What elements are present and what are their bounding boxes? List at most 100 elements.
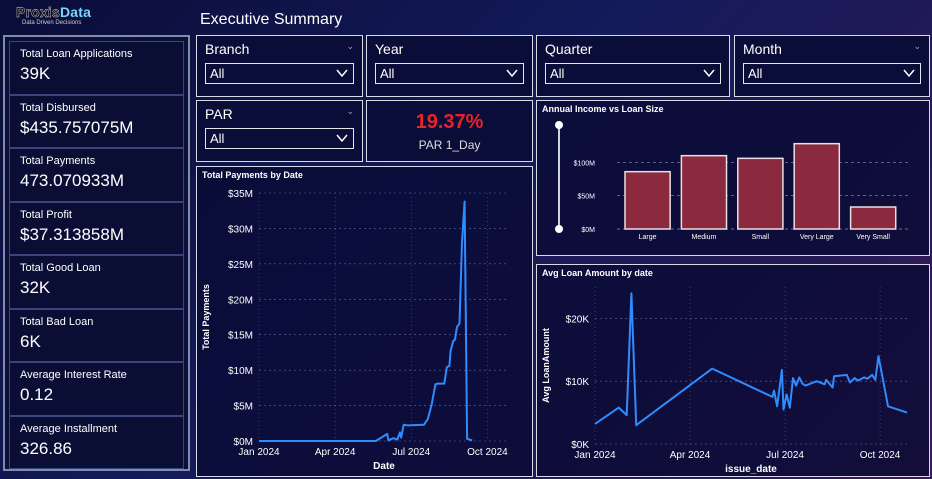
bar[interactable] <box>793 142 841 230</box>
year-slicer: Year All <box>366 35 533 97</box>
chevron-down-icon[interactable]: ⌄ <box>346 41 354 51</box>
x-axis-label: issue_date <box>725 464 777 475</box>
dropdown-value: All <box>748 66 763 81</box>
y-tick-label: $10M <box>228 366 253 377</box>
logo-text-primary: Proxis <box>16 4 60 20</box>
dropdown-value: All <box>550 66 565 81</box>
slicer-title: Month <box>743 41 782 57</box>
month-dropdown[interactable]: All <box>743 63 921 84</box>
income-vs-loan-chart: Annual Income vs Loan Size $0M $50M $100M L… <box>536 100 930 256</box>
bar[interactable] <box>737 157 784 230</box>
x-tick-label: Oct 2024 <box>467 447 508 458</box>
bar[interactable] <box>680 154 728 230</box>
kpi-label: Total Payments <box>20 155 96 167</box>
total-payments-chart: Total Payments by Date $0M $5M $10M $15M $20… <box>196 166 533 477</box>
par-slicer: PAR ⌄ All <box>196 100 363 162</box>
x-tick-label: Very Large <box>800 234 834 241</box>
kpi-total-disbursed: Total Disbursed $435.757075M <box>9 94 184 148</box>
range-slider-handle[interactable] <box>555 225 563 233</box>
x-tick-label: Small <box>752 234 770 241</box>
kpi-label: Total Good Loan <box>20 262 101 274</box>
kpi-total-payments: Total Payments 473.070933M <box>9 148 184 202</box>
series-line[interactable] <box>594 292 908 427</box>
kpi-value: $435.757075M <box>20 117 134 137</box>
kpi-label: Total Loan Applications <box>20 48 133 60</box>
chart-title: Total Payments by Date <box>202 170 303 180</box>
branch-slicer: Branch ⌄ All <box>196 35 363 97</box>
y-tick-label: $0K <box>571 440 589 451</box>
y-tick-label: $5M <box>234 402 253 413</box>
kpi-label: Total Disbursed <box>20 101 96 114</box>
y-tick-label: $0M <box>581 227 595 234</box>
kpi-value: 39K <box>20 64 51 83</box>
month-slicer: Month ⌄ All <box>734 35 930 97</box>
kpi-label: Total Bad Loan <box>20 315 94 328</box>
chevron-down-icon <box>903 69 915 78</box>
kpi-total-good-loan: Total Good Loan 32K <box>9 255 184 309</box>
kpi-total-profit: Total Profit $37.313858M <box>9 201 184 255</box>
slicer-title: Year <box>375 41 404 57</box>
x-tick-label: Jan 2024 <box>238 447 280 458</box>
x-axis-label: Date <box>373 461 395 472</box>
brand-logo: ProxisData Data Driven Decisions <box>16 4 176 34</box>
dropdown-value: All <box>210 66 225 81</box>
kpi-label: Total Profit <box>20 208 72 221</box>
kpi-value: 0.12 <box>20 385 54 404</box>
range-slider-handle[interactable] <box>555 121 563 129</box>
x-tick-label: Apr 2024 <box>670 450 711 461</box>
x-tick-label: Jan 2024 <box>574 450 616 461</box>
slicer-title: Branch <box>205 41 250 57</box>
kpi-label: Average Interest Rate <box>20 369 127 381</box>
year-dropdown[interactable]: All <box>375 63 524 84</box>
x-tick-label: Jul 2024 <box>766 450 804 461</box>
avg-loan-svg[interactable]: $0K $10K $20K Jan 2024 Apr 2024 Jul 2024 Oct 2… <box>537 265 930 477</box>
slicer-title: PAR <box>205 106 233 122</box>
bar[interactable] <box>624 170 671 230</box>
kpi-value: 32K <box>20 278 51 297</box>
kpi-label: Average Installment <box>20 422 118 435</box>
income-vs-loan-svg[interactable]: $0M $50M $100M Large Medium Small Very Large Ve… <box>537 101 930 256</box>
x-tick-label: Medium <box>692 234 717 241</box>
chevron-down-icon <box>703 69 715 78</box>
kpi-total-loan-applications: Total Loan Applications 39K <box>9 41 184 95</box>
chevron-down-icon[interactable]: ⌄ <box>913 41 921 51</box>
y-tick-label: $35M <box>228 189 253 200</box>
y-tick-label: $15M <box>228 331 253 342</box>
par-label: PAR 1_Day <box>418 138 481 152</box>
y-tick-label: $0M <box>234 437 253 448</box>
y-tick-label: $20K <box>566 314 590 325</box>
x-tick-label: Jul 2024 <box>392 447 430 458</box>
quarter-dropdown[interactable]: All <box>545 63 721 84</box>
slicer-title: Quarter <box>545 41 593 57</box>
chevron-down-icon[interactable]: ⌄ <box>346 106 354 116</box>
chevron-down-icon <box>336 69 348 78</box>
kpi-panel: Total Loan Applications 39K Total Disbur… <box>3 35 190 471</box>
par-dropdown[interactable]: All <box>205 128 354 149</box>
kpi-value: 326.86 <box>20 438 72 458</box>
chevron-down-icon <box>336 134 348 143</box>
y-tick-label: $20M <box>228 295 253 306</box>
kpi-average-interest-rate: Average Interest Rate 0.12 <box>9 362 184 416</box>
avg-loan-chart: Avg Loan Amount by date $0K $10K $20K Jan 2… <box>536 264 930 477</box>
logo-tagline: Data Driven Decisions <box>22 20 82 26</box>
page-title: Executive Summary <box>200 11 343 28</box>
x-tick-label: Large <box>639 234 657 241</box>
x-tick-label: Apr 2024 <box>315 447 356 458</box>
kpi-value: $37.313858M <box>20 224 124 244</box>
y-tick-label: $30M <box>228 224 253 235</box>
y-tick-label: $50M <box>577 194 595 201</box>
quarter-slicer: Quarter All <box>536 35 730 97</box>
x-tick-label: Oct 2024 <box>860 450 901 461</box>
y-tick-label: $100M <box>574 160 596 167</box>
y-tick-label: $10K <box>566 377 590 388</box>
chevron-down-icon <box>506 69 518 78</box>
total-payments-svg[interactable]: $0M $5M $10M $15M $20M $25M $30M $35M Jan 2024 Ap… <box>197 167 533 477</box>
y-axis-label: Total Payments <box>201 284 211 350</box>
chart-title: Avg Loan Amount by date <box>542 268 653 278</box>
logo-text-secondary: Data <box>60 4 92 20</box>
chart-title: Annual Income vs Loan Size <box>542 104 664 114</box>
branch-dropdown[interactable]: All <box>205 63 354 84</box>
series-line[interactable] <box>259 200 473 442</box>
bar[interactable] <box>849 206 897 230</box>
kpi-total-bad-loan: Total Bad Loan 6K <box>9 308 184 362</box>
